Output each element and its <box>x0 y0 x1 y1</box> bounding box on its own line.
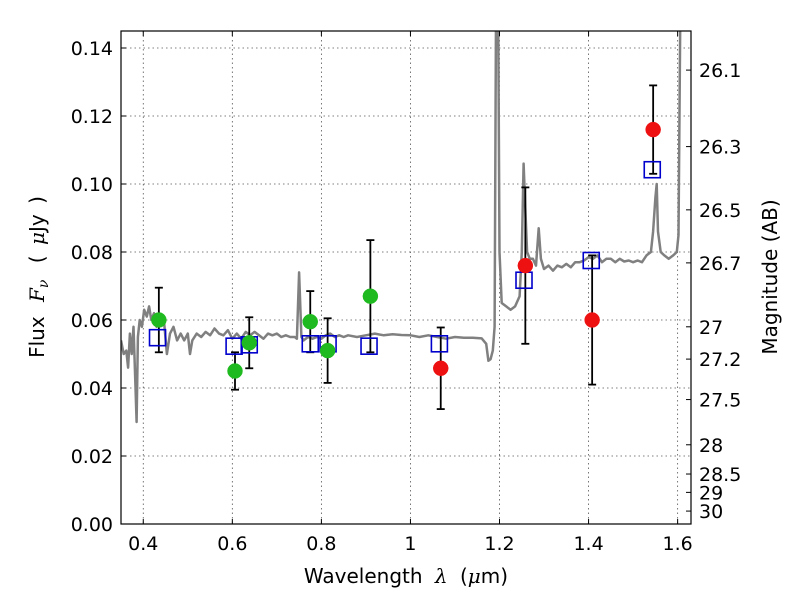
model-square-point <box>148 328 167 347</box>
tick-labels: 0.4 0.6 0.8 1 1.2 1.4 1.6 0.00 0.02 0.04 0.06 0.08 0… <box>71 38 742 555</box>
green-data-point <box>362 288 379 304</box>
plot-frame <box>120 30 692 525</box>
y-axis-title: Flux Fν ( μJy ) <box>25 196 53 358</box>
y2-tick-label: 27.5 <box>699 390 741 412</box>
y-tick-label: 0.12 <box>71 106 113 128</box>
x-tick-label: 1.4 <box>573 533 603 555</box>
y2-tick-label: 29 <box>699 482 723 504</box>
y2-axis-title: Magnitude (AB) <box>758 199 782 354</box>
x-tick-label: 1 <box>404 533 416 555</box>
model-square-point <box>225 337 243 355</box>
error-bars <box>154 84 658 410</box>
y-tick-label: 0.08 <box>71 242 113 264</box>
green-data-point <box>151 312 167 328</box>
red-data-point <box>517 257 534 274</box>
green-data-point <box>227 363 243 379</box>
red-data-point <box>432 360 449 377</box>
y-tick-label: 0.06 <box>71 310 113 332</box>
y2-tick-label: 30 <box>699 501 723 523</box>
plot-area <box>121 31 682 424</box>
green-data-point <box>319 342 336 359</box>
x-tick-label: 1.6 <box>663 533 693 555</box>
y-tick-label: 0.14 <box>71 38 113 60</box>
x-tick-label: 0.6 <box>217 533 247 555</box>
green-data-point <box>241 335 257 351</box>
x-axis-title: Wavelength λ (μm) <box>304 564 508 588</box>
model-square-point <box>643 160 662 179</box>
y2-tick-label: 26.1 <box>699 60 741 82</box>
model-square-point <box>301 334 320 353</box>
axis-ticks <box>121 31 691 525</box>
y2-tick-label: 26.7 <box>699 253 741 275</box>
y2-tick-label: 26.3 <box>699 137 741 159</box>
x-tick-label: 1.2 <box>484 533 514 555</box>
y-tick-label: 0.10 <box>71 174 113 196</box>
y2-tick-label: 26.5 <box>699 200 741 222</box>
y2-tick-label: 27.2 <box>699 349 741 371</box>
x-tick-label: 0.8 <box>306 533 336 555</box>
model-square-point <box>360 337 378 355</box>
model-square-point <box>582 251 601 270</box>
y2-tick-label: 27 <box>699 317 723 339</box>
red-data-point <box>584 312 600 328</box>
y-tick-label: 0.00 <box>71 514 113 536</box>
model-square-point <box>515 271 533 290</box>
green-data-point <box>302 313 319 330</box>
spectrum-series <box>121 31 682 424</box>
model-square-point <box>430 334 449 353</box>
y-tick-label: 0.02 <box>71 446 113 468</box>
grid <box>121 31 691 525</box>
spectrum-line <box>121 31 682 424</box>
y2-tick-label: 28.5 <box>699 464 741 486</box>
red-data-point <box>645 121 661 138</box>
x-tick-label: 0.4 <box>128 533 158 555</box>
y2-tick-label: 28 <box>699 435 723 457</box>
y-tick-label: 0.04 <box>71 378 113 400</box>
data-markers <box>148 121 662 379</box>
